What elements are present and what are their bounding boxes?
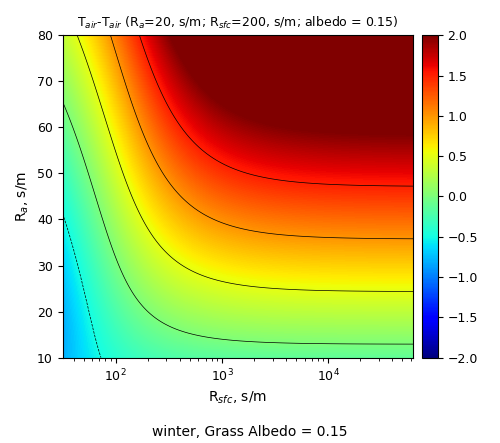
Text: winter, Grass Albedo = 0.15: winter, Grass Albedo = 0.15 bbox=[152, 424, 348, 439]
Y-axis label: R$_a$, s/m: R$_a$, s/m bbox=[15, 171, 32, 222]
Title: T$_{air}$-T$_{air}$ (R$_a$=20, s/m; R$_{sfc}$=200, s/m; albedo = 0.15): T$_{air}$-T$_{air}$ (R$_a$=20, s/m; R$_{… bbox=[77, 15, 399, 31]
X-axis label: R$_{sfc}$, s/m: R$_{sfc}$, s/m bbox=[208, 389, 268, 406]
